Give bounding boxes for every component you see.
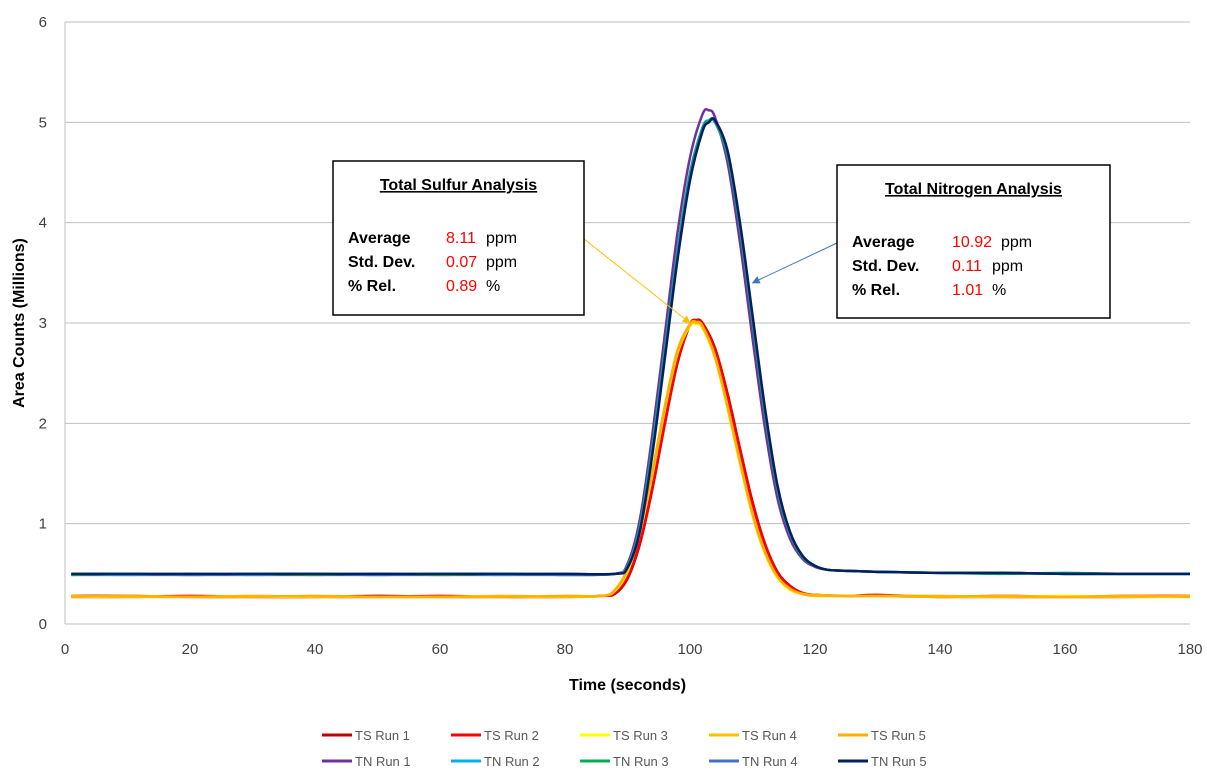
x-tick-label: 140: [927, 641, 952, 658]
x-tick-label: 120: [802, 641, 827, 658]
y-tick-label: 2: [39, 415, 47, 432]
legend-label-ts-run-4: TS Run 4: [742, 728, 797, 743]
y-tick-label: 4: [39, 215, 47, 232]
y-axis-title: Area Counts (Millions): [11, 238, 28, 408]
x-axis-title: Time (seconds): [569, 677, 686, 694]
legend-label-ts-run-5: TS Run 5: [871, 728, 926, 743]
annotation-label: Average: [348, 230, 411, 247]
annotation-unit: ppm: [486, 254, 517, 271]
y-tick-label: 5: [39, 114, 47, 131]
annotation-box: [836, 164, 1111, 319]
annotation-label: Std. Dev.: [852, 258, 919, 275]
annotations: Total Sulfur Analysis Average 8.11 ppm Std. …: [332, 160, 1111, 324]
annotation-value: 0.89: [446, 278, 477, 295]
annotation-label: % Rel.: [348, 278, 396, 295]
y-tick-label: 3: [39, 315, 47, 332]
x-tick-label: 180: [1177, 641, 1202, 658]
series-line-tn-run-5: [71, 117, 1190, 576]
legend: TS Run 1 TS Run 2 TS Run 3 TS Run 4 TS Run 5…: [322, 728, 927, 769]
annotation-unit: ppm: [486, 230, 517, 247]
x-tick-label: 80: [557, 641, 574, 658]
series-lines: [71, 107, 1191, 599]
gridlines: [65, 21, 1190, 525]
legend-label-tn-run-3: TN Run 3: [613, 754, 669, 769]
annotation-unit: %: [486, 278, 500, 295]
legend-label-ts-run-3: TS Run 3: [613, 728, 668, 743]
annotation-label: Std. Dev.: [348, 254, 415, 271]
annotation-value: 0.11: [952, 258, 982, 275]
legend-label-tn-run-1: TN Run 1: [355, 754, 411, 769]
x-tick-label: 160: [1052, 641, 1077, 658]
annotation-unit: %: [992, 282, 1006, 299]
annotation-value: 0.07: [446, 254, 477, 271]
annotation-value: 8.11: [446, 230, 476, 247]
x-tick-label: 100: [677, 641, 702, 658]
annotation-value: 10.92: [952, 234, 992, 251]
annotation-label: Average: [852, 234, 915, 251]
x-tick-label: 40: [307, 641, 324, 658]
legend-label-ts-run-2: TS Run 2: [484, 728, 539, 743]
sulfur-analysis-box: Total Sulfur Analysis Average 8.11 ppm Std. …: [332, 160, 691, 324]
legend-label-tn-run-2: TN Run 2: [484, 754, 540, 769]
x-tick-label: 60: [432, 641, 449, 658]
annotation-box: [332, 160, 585, 316]
y-tick-label: 6: [39, 14, 47, 31]
annotation-title: Total Sulfur Analysis: [380, 177, 537, 194]
annotation-label: % Rel.: [852, 282, 900, 299]
y-tick-label: 0: [39, 616, 47, 633]
annotation-title: Total Nitrogen Analysis: [885, 181, 1062, 198]
annotation-unit: ppm: [992, 258, 1023, 275]
x-tick-label: 0: [61, 641, 69, 658]
series-line-ts-run-5: [71, 319, 1191, 599]
annotation-arrow: [583, 238, 691, 324]
legend-label-ts-run-1: TS Run 1: [355, 728, 410, 743]
annotation-unit: ppm: [1001, 234, 1032, 251]
legend-label-tn-run-4: TN Run 4: [742, 754, 798, 769]
legend-label-tn-run-5: TN Run 5: [871, 754, 927, 769]
x-tick-label: 20: [182, 641, 199, 658]
y-tick-label: 1: [39, 516, 47, 533]
annotation-arrow: [751, 242, 838, 284]
annotation-value: 1.01: [952, 282, 983, 299]
